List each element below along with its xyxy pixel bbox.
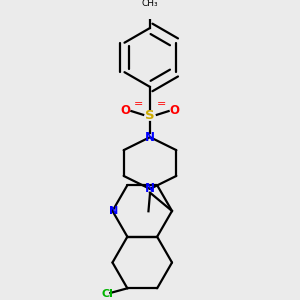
Text: S: S: [145, 109, 155, 122]
Text: N: N: [145, 182, 155, 195]
Text: N: N: [110, 206, 119, 216]
Text: CH₃: CH₃: [142, 0, 158, 8]
Text: N: N: [145, 130, 155, 144]
Text: O: O: [170, 104, 180, 117]
Text: =: =: [157, 99, 167, 109]
Text: Cl: Cl: [101, 289, 113, 298]
Text: O: O: [120, 104, 130, 117]
Text: =: =: [134, 99, 143, 109]
